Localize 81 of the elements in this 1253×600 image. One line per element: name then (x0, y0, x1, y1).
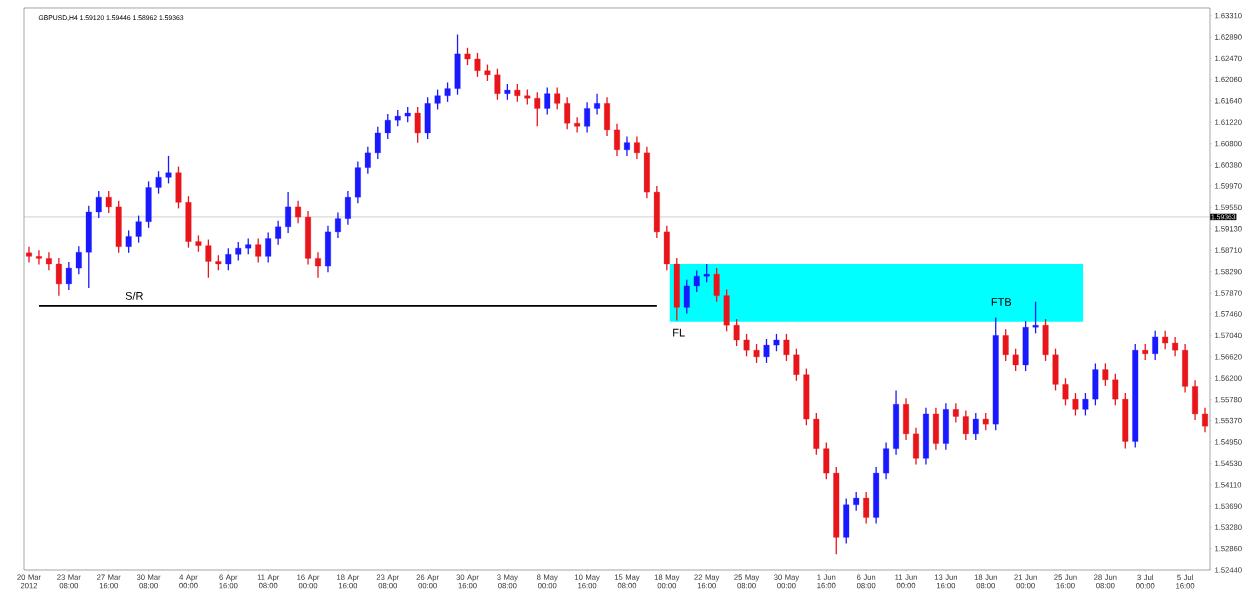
candlestick (225, 247, 232, 271)
candlestick (1152, 330, 1159, 361)
candlestick (235, 241, 242, 262)
candlestick (843, 497, 850, 545)
candlestick (1032, 301, 1039, 335)
candlestick (364, 146, 371, 175)
candlestick (165, 155, 172, 185)
candlestick (434, 88, 441, 111)
candlestick (85, 205, 92, 289)
candlestick (1042, 318, 1049, 362)
candlestick (863, 491, 870, 525)
candlestick (793, 348, 800, 382)
candlestick (853, 491, 860, 512)
candlestick (494, 68, 501, 101)
candlestick (65, 261, 72, 291)
candlestick (1162, 330, 1169, 350)
candlestick (75, 245, 82, 275)
candlestick (713, 267, 720, 303)
candlestick (594, 93, 601, 116)
candlestick (125, 229, 132, 254)
candlestick (1122, 392, 1129, 450)
candlestick (1012, 348, 1019, 372)
candlestick (424, 96, 431, 140)
candlestick (554, 86, 561, 111)
candlestick (683, 279, 690, 315)
candlestick (693, 269, 700, 293)
candlestick (414, 106, 421, 144)
annotation: FL (673, 328, 685, 337)
candlestick (803, 367, 810, 426)
candlestick (733, 318, 740, 347)
candlestick (823, 441, 830, 480)
candlestick (703, 263, 710, 284)
candlestick (753, 343, 760, 364)
candlestick (1132, 343, 1139, 449)
candlestick (1062, 377, 1069, 406)
candlestick (1072, 392, 1079, 417)
candlestick (105, 190, 112, 214)
candlestick (962, 409, 969, 441)
candlestick (783, 333, 790, 362)
candlestick (972, 412, 979, 441)
candlestick (534, 91, 541, 127)
candlestick (185, 195, 192, 249)
candlestick (1002, 328, 1009, 362)
candlestick (1092, 362, 1099, 406)
candlestick (45, 251, 52, 271)
candlestick (444, 81, 451, 103)
candlestick (1022, 320, 1029, 372)
candlestick (833, 466, 840, 555)
candlestick (1052, 348, 1059, 392)
candlestick (574, 116, 581, 134)
candlestick (673, 257, 680, 322)
candlestick (55, 257, 62, 297)
candlestick (384, 113, 391, 140)
candlestick (374, 126, 381, 160)
candlestick (723, 288, 730, 332)
candlestick (95, 190, 102, 219)
candlestick (205, 238, 212, 279)
candlestick (1112, 373, 1119, 406)
candlestick (743, 333, 750, 357)
candlestick (992, 316, 999, 431)
candlestick (135, 214, 142, 244)
candlestick (175, 165, 182, 210)
candlestick (454, 33, 461, 96)
candlestick (115, 200, 122, 254)
candlestick (763, 338, 770, 364)
candlestick (275, 220, 282, 246)
annotation: FTB (991, 298, 1012, 306)
candlestick (145, 180, 152, 229)
candlestick (1102, 362, 1109, 387)
candlestick (155, 170, 162, 195)
candlestick (663, 225, 670, 271)
candlestick (255, 237, 262, 264)
candlestick (474, 52, 481, 78)
candlestick (265, 231, 272, 264)
candlestick (1082, 392, 1089, 417)
candlestick (1172, 336, 1179, 357)
candlestick (813, 412, 820, 456)
candlestick (295, 200, 302, 224)
annotation: S/R (125, 291, 143, 300)
candlestick (564, 96, 571, 131)
candlestick (544, 86, 551, 116)
